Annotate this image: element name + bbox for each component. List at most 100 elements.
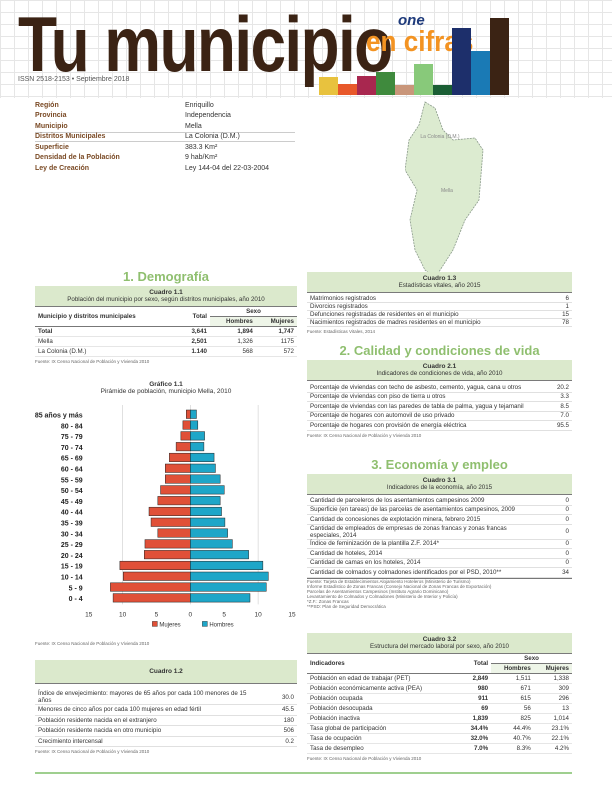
row-label: Cantidad de hoteles, 2014	[310, 549, 383, 557]
section-heading-economia: 3. Economía y empleo	[371, 457, 508, 472]
table-source: Fuente: IX Censo Nacional de Población y…	[307, 432, 422, 438]
table-cell: 309	[558, 685, 569, 692]
info-value: Mella	[185, 122, 202, 130]
row-value: 0	[565, 496, 569, 504]
y-tick-label: 10 - 14	[61, 575, 83, 582]
info-row: Región Enriquillo	[35, 100, 295, 111]
row-label: Cantidad de colmados y colmadones identi…	[310, 568, 502, 576]
footer-rule	[35, 772, 572, 774]
table-cell: 615	[520, 695, 531, 702]
bar-mujeres	[144, 539, 191, 549]
row-label: Porcentaje de hogares con automovil de u…	[310, 412, 455, 420]
y-tick-label: 5 - 9	[69, 585, 83, 592]
table-cuadro-1-1: Cuadro 1.1 Población del municipio por se…	[35, 286, 297, 364]
table-row: Índice de feminización de la plantilla Z…	[307, 540, 572, 549]
row-value: 1	[565, 303, 569, 310]
col-header: Sexo	[209, 307, 297, 317]
table-cell: 825	[520, 715, 531, 722]
bar-mujeres	[110, 582, 191, 592]
table-row: Porcentaje de viviendas con piso de tier…	[307, 393, 572, 402]
table-source: Fuente: Estadísticas Vitales, 2014	[307, 329, 375, 334]
table-row: Matrimonios registrados 6	[307, 295, 572, 303]
table-row: Población económicamente activa (PEA) 980…	[307, 684, 572, 694]
table-cell: 3,641	[191, 328, 207, 335]
row-label: Porcentaje de viviendas con techo de asb…	[310, 383, 522, 391]
bar-hombres	[190, 528, 228, 538]
table-cell: Población inactiva	[310, 715, 360, 722]
row-value: 180	[283, 716, 294, 724]
table-cell: 40.7%	[513, 735, 531, 742]
table-row: Cantidad de colmados y colmadones identi…	[307, 568, 572, 578]
row-label: Índice de feminización de la plantilla Z…	[310, 540, 439, 548]
bar-hombres	[190, 496, 221, 506]
y-tick-label: 0 - 4	[69, 596, 83, 603]
col-header: Sexo	[491, 654, 572, 664]
table-cell: 1,338	[553, 675, 569, 682]
table-cell: 44.4%	[513, 725, 531, 732]
row-value: 34	[562, 568, 569, 576]
decorative-bar	[490, 18, 509, 95]
table-title: Cuadro 2.1	[422, 363, 457, 370]
x-tick-label: 15	[288, 611, 296, 618]
bar-mujeres	[165, 463, 191, 473]
table-cell: 32.0%	[470, 735, 489, 742]
decorative-bar	[357, 76, 376, 95]
row-value: 20.2	[556, 383, 569, 391]
row-label: Porcentaje de viviendas con piso de tier…	[310, 393, 446, 401]
table-cell: 1,014	[553, 715, 569, 722]
table-row: Nacimientos registrados de madres reside…	[307, 319, 572, 327]
table-subtitle: Estadísticas vitales, año 2015	[398, 282, 481, 289]
row-label: Población residente nacida en otro munic…	[38, 727, 162, 735]
bar-mujeres	[160, 485, 191, 495]
table-source: Fuente: IX Censo Nacional de Población y…	[35, 359, 150, 364]
legend-swatch	[152, 621, 158, 627]
decorative-bar	[338, 84, 357, 95]
row-label: Cantidad de concesiones de explotación m…	[310, 515, 481, 523]
table-row: Población inactiva 1,839 825 1,014	[307, 714, 572, 724]
x-tick-label: 5	[222, 611, 226, 618]
col-header: Hombres	[503, 665, 531, 672]
col-header: Total	[473, 660, 489, 667]
publication-title: Tu municipio	[18, 0, 393, 88]
bar-hombres	[190, 517, 226, 527]
bar-hombres	[190, 474, 221, 484]
table-row: Cantidad de hoteles, 2014 0	[307, 549, 572, 559]
y-tick-label: 45 - 49	[61, 499, 83, 506]
y-tick-label: 30 - 34	[61, 531, 83, 538]
info-label: Superficie	[35, 143, 69, 151]
table-cell: La Colonia (D.M.)	[38, 348, 87, 355]
info-row: Superficie 383.3 Km²	[35, 142, 295, 153]
table-cell: 7.0%	[474, 745, 489, 752]
info-row: Densidad de la Población 9 hab/Km²	[35, 153, 295, 164]
y-tick-label: 65 - 69	[61, 456, 83, 463]
bar-hombres	[190, 560, 264, 570]
bar-hombres	[190, 582, 267, 592]
row-value: 7.0	[560, 412, 569, 420]
footnote: Fuente: Tarjeta de Establecimientos Aloj…	[307, 578, 471, 584]
map-label-mella: Mella	[441, 188, 453, 194]
row-value: 15	[562, 311, 569, 318]
bar-mujeres	[119, 560, 191, 570]
decorative-bar	[414, 64, 433, 95]
row-value: 45.5	[281, 706, 294, 714]
x-tick-label: 15	[85, 611, 93, 618]
table-row: Menores de cinco años por cada 100 mujer…	[35, 705, 297, 716]
table-cell: 572	[283, 348, 294, 355]
table-header: Cuadro 2.1 Indicadores de condiciones de …	[307, 360, 572, 381]
table-row: Cantidad de camas en los hoteles, 2014 0	[307, 559, 572, 568]
row-value: 30.0	[281, 693, 294, 701]
y-tick-label: 15 - 19	[61, 564, 83, 571]
table-title: Cuadro 1.1	[149, 289, 183, 296]
table-cell: Población desocupada	[310, 705, 373, 712]
table-row: Índice de envejecimiento: mayores de 65 …	[35, 690, 297, 705]
table-cell: 1,747	[278, 328, 294, 335]
table-header: Cuadro 1.2	[35, 660, 297, 684]
bar-hombres	[190, 431, 205, 441]
bar-hombres	[190, 485, 225, 495]
bar-hombres	[190, 409, 197, 419]
table-subtitle: Indicadores de la economía, año 2015	[386, 484, 493, 491]
table-row: Porcentaje de hogares con provisión de e…	[307, 421, 572, 431]
table-row: Población ocupada 911 615 296	[307, 694, 572, 704]
table-row: Población desocupada 69 56 13	[307, 704, 572, 714]
table-cell: 1175	[280, 338, 294, 345]
